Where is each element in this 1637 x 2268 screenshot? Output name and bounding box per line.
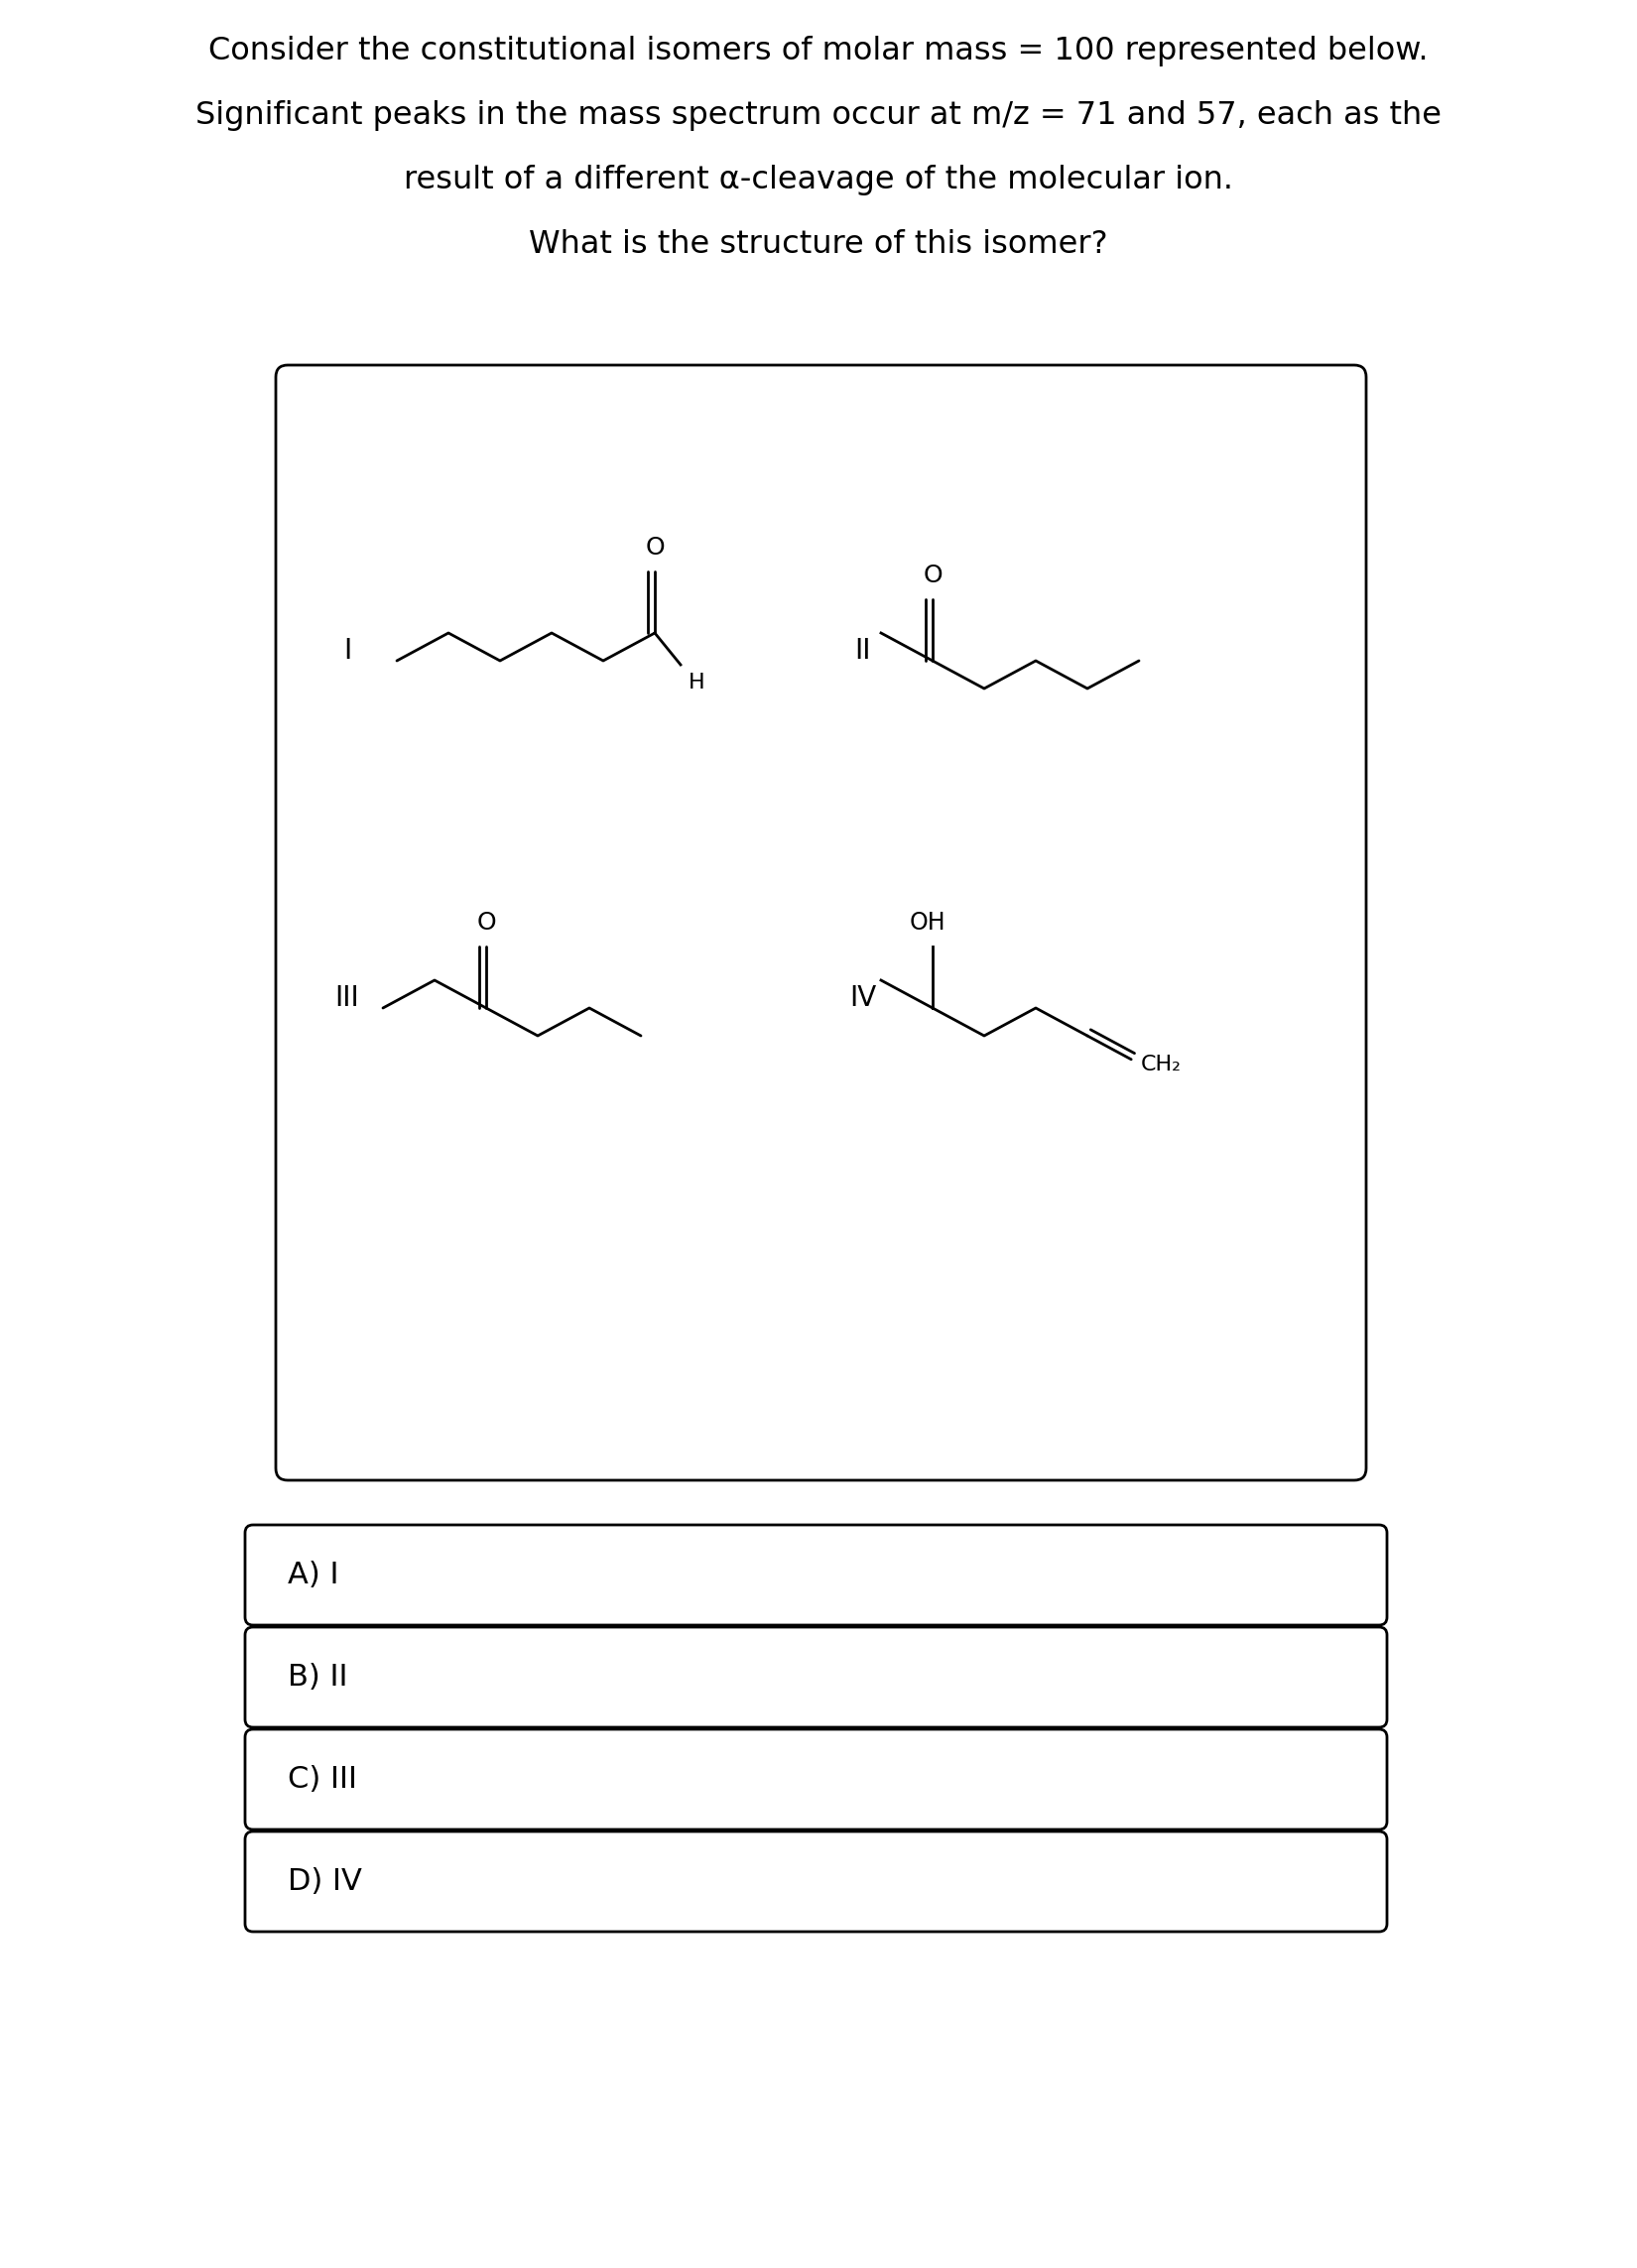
FancyBboxPatch shape: [275, 365, 1367, 1481]
Text: OH: OH: [910, 912, 946, 934]
Text: O: O: [645, 535, 665, 560]
FancyBboxPatch shape: [246, 1833, 1387, 1932]
Text: H: H: [689, 674, 706, 692]
Text: I: I: [344, 637, 352, 665]
Text: IV: IV: [850, 984, 877, 1012]
Text: C) III: C) III: [288, 1765, 357, 1794]
FancyBboxPatch shape: [246, 1728, 1387, 1830]
FancyBboxPatch shape: [246, 1626, 1387, 1728]
Text: What is the structure of this isomer?: What is the structure of this isomer?: [529, 229, 1108, 261]
Text: D) IV: D) IV: [288, 1867, 362, 1896]
Text: O: O: [923, 562, 943, 587]
Text: O: O: [476, 912, 496, 934]
Text: CH₂: CH₂: [1141, 1055, 1182, 1075]
Text: II: II: [855, 637, 871, 665]
Text: III: III: [336, 984, 360, 1012]
Text: B) II: B) II: [288, 1662, 347, 1692]
Text: result of a different α-cleavage of the molecular ion.: result of a different α-cleavage of the …: [404, 166, 1233, 195]
Text: A) I: A) I: [288, 1560, 339, 1590]
FancyBboxPatch shape: [246, 1524, 1387, 1626]
Text: Significant peaks in the mass spectrum occur at m/z = 71 and 57, each as the: Significant peaks in the mass spectrum o…: [195, 100, 1442, 132]
Text: Consider the constitutional isomers of molar mass = 100 represented below.: Consider the constitutional isomers of m…: [208, 36, 1429, 66]
